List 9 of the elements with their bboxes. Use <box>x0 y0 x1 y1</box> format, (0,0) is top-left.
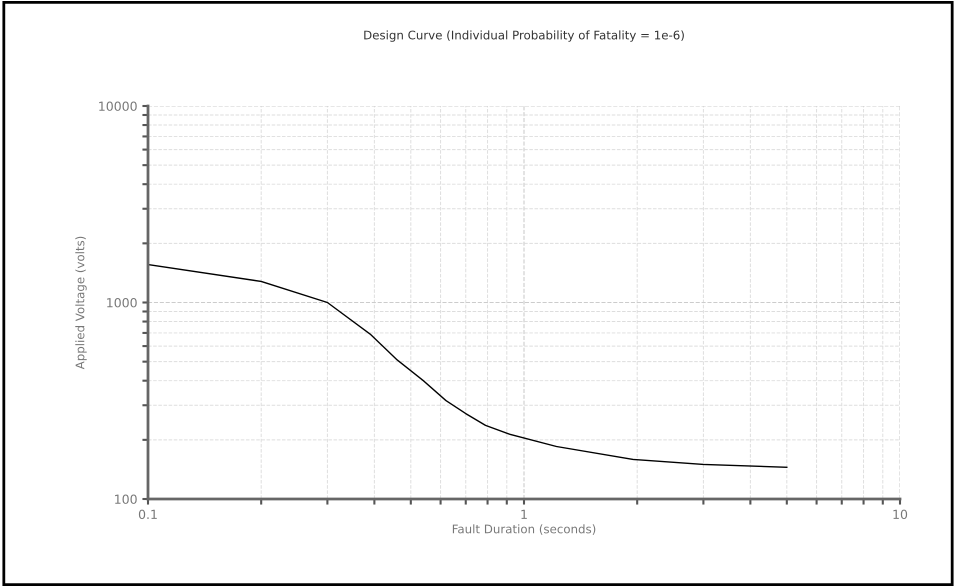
x-tick-label: 1 <box>521 510 527 519</box>
x-tick-label: 10 <box>893 510 908 520</box>
chart-title: Design Curve (Individual Probability of Fatality = 1e-6) <box>364 30 684 42</box>
x-axis-title: Fault Duration (seconds) <box>452 524 596 535</box>
y-tick-label: 1000 <box>107 298 137 308</box>
y-tick-label: 100 <box>115 494 137 504</box>
y-axis-title: Applied Voltage (volts) <box>75 236 87 370</box>
y-tick-label: 10000 <box>99 101 137 111</box>
x-tick-label: 0.1 <box>138 510 157 520</box>
